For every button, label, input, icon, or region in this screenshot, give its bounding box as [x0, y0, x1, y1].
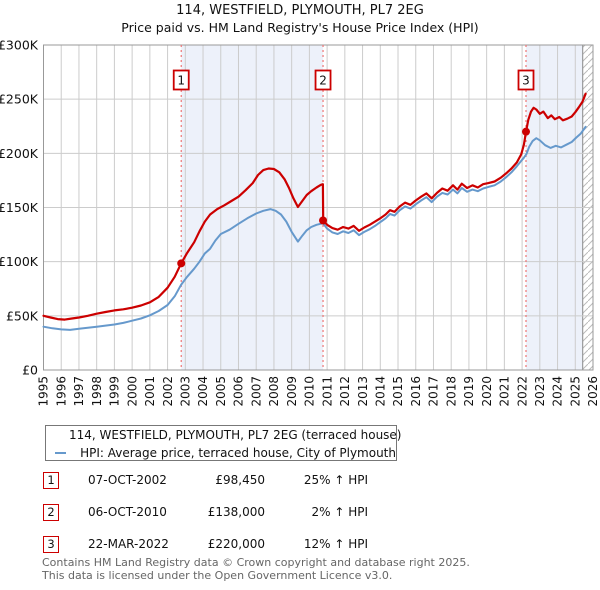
hpi-line	[42, 125, 587, 331]
transaction-row: 3 22-MAR-2022 £220,000 12% ↑ HPI	[0, 536, 600, 555]
transaction-hpi-change: 12% ↑ HPI	[303, 537, 368, 551]
x-tick-label: 2025	[568, 376, 582, 407]
y-tick-label: £100K	[0, 254, 39, 269]
x-tick-label: 2000	[125, 376, 139, 407]
sale-marker-box-3	[517, 69, 535, 91]
x-tick-label: 2007	[249, 376, 263, 407]
x-tick-label: 2003	[179, 376, 193, 407]
x-tick-label: 2020	[480, 376, 494, 407]
sale-marker-box-1	[172, 69, 190, 91]
transaction-hpi-change: 25% ↑ HPI	[303, 473, 368, 487]
x-tick-label: 2016	[409, 376, 423, 407]
legend-item-property: 114, WESTFIELD, PLYMOUTH, PL7 2EG (terra…	[46, 426, 402, 444]
license-footer: Contains HM Land Registry data © Crown c…	[42, 556, 470, 582]
sale-marker-box-2	[314, 69, 332, 91]
x-tick-label: 2008	[267, 376, 281, 407]
x-tick-label: 2012	[338, 376, 352, 407]
hpi-line-swatch	[55, 452, 67, 454]
x-tick-label: 2013	[356, 376, 370, 407]
x-axis-labels: 1995 1996 1997 1998 1999 2000 2001 2002 2003 2004…	[37, 376, 600, 407]
chart-legend: 114, WESTFIELD, PLYMOUTH, PL7 2EG (terra…	[45, 425, 402, 462]
transaction-date: 06-OCT-2010	[88, 505, 167, 519]
x-tick-label: 2004	[196, 376, 210, 407]
footer-line-2: This data is licensed under the Open Gov…	[42, 568, 393, 582]
sale-marker-number: 2	[319, 74, 327, 88]
x-tick-label: 2002	[161, 376, 175, 407]
transaction-row: 2 06-OCT-2010 £138,000 2% ↑ HPI	[0, 504, 600, 523]
x-tick-label: 2001	[143, 376, 157, 407]
chart-subtitle: Price paid vs. HM Land Registry's House …	[121, 20, 479, 35]
transaction-row: 1 07-OCT-2002 £98,450 25% ↑ HPI	[0, 472, 600, 491]
y-tick-label: £300K	[0, 38, 39, 53]
transaction-price: £138,000	[207, 505, 265, 519]
sale-marker-number: 1	[177, 74, 185, 88]
x-tick-label: 2011	[320, 376, 334, 407]
legend-item-hpi: HPI: Average price, terraced house, City…	[46, 444, 396, 462]
x-tick-label: 2017	[427, 376, 441, 407]
transaction-date: 07-OCT-2002	[88, 473, 167, 487]
x-tick-label: 1997	[72, 376, 86, 407]
plot-border	[43, 44, 594, 371]
transaction-price: £220,000	[207, 537, 265, 551]
transaction-price: £98,450	[215, 473, 265, 487]
x-tick-label: 2009	[285, 376, 299, 407]
property-line-label: 114, WESTFIELD, PLYMOUTH, PL7 2EG (terra…	[69, 428, 402, 442]
x-tick-label: 2005	[214, 376, 228, 407]
footer-line-1: Contains HM Land Registry data © Crown c…	[42, 556, 470, 569]
x-tick-label: 2021	[498, 376, 512, 407]
x-tick-label: 2023	[533, 376, 547, 407]
x-tick-label: 2006	[232, 376, 246, 407]
hpi-line-label: HPI: Average price, terraced house, City…	[80, 446, 396, 460]
x-tick-label: 2022	[515, 376, 529, 407]
sale-marker-number: 3	[522, 74, 530, 88]
x-tick-label: 2024	[551, 376, 565, 407]
transaction-number-badge: 2	[43, 504, 59, 521]
x-tick-label: 2010	[303, 376, 317, 407]
x-tick-label: 1998	[90, 376, 104, 407]
x-tick-label: 2026	[586, 376, 600, 407]
x-tick-label: 1995	[37, 376, 51, 407]
transaction-number-badge: 1	[43, 472, 59, 489]
y-tick-label: £0	[22, 363, 38, 378]
sale-marker-dot	[319, 216, 328, 225]
x-tick-label: 1996	[54, 376, 68, 407]
y-tick-label: £150K	[0, 200, 39, 215]
transaction-number-badge: 3	[43, 536, 59, 553]
x-tick-label: 2015	[391, 376, 405, 407]
x-tick-label: 2014	[373, 376, 387, 407]
grid	[43, 45, 593, 370]
sale-marker-dot	[177, 259, 186, 268]
y-tick-label: £200K	[0, 146, 39, 161]
y-tick-label: £50K	[6, 308, 39, 323]
y-axis-labels: £0 £50K £100K £150K £200K £250K £300K	[0, 38, 39, 378]
x-tick-label: 1999	[108, 376, 122, 407]
y-tick-label: £250K	[0, 92, 39, 107]
x-tick-label: 2018	[444, 376, 458, 407]
transaction-hpi-change: 2% ↑ HPI	[311, 505, 368, 519]
chart-title: 114, WESTFIELD, PLYMOUTH, PL7 2EG	[176, 3, 424, 18]
transaction-date: 22-MAR-2022	[88, 537, 169, 551]
x-tick-label: 2019	[462, 376, 476, 407]
sale-date-lines	[180, 45, 527, 370]
sale-marker-dot	[521, 127, 530, 136]
